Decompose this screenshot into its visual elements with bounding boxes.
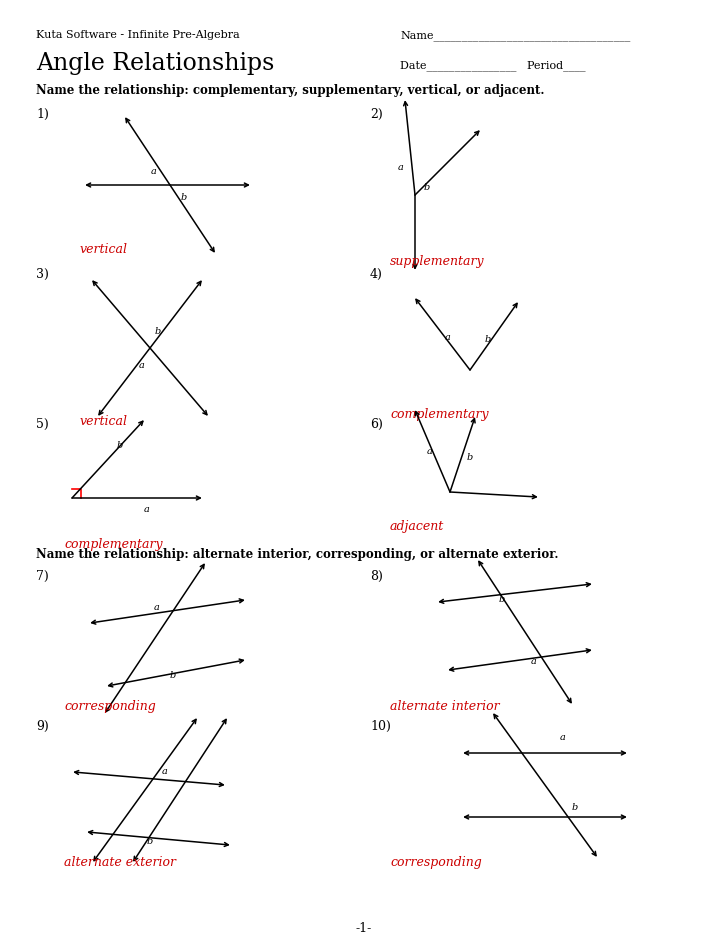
Text: Name the relationship: alternate interior, corresponding, or alternate exterior.: Name the relationship: alternate interio… [36, 548, 558, 561]
Text: b: b [155, 328, 161, 336]
Text: b: b [499, 595, 505, 605]
Text: 5): 5) [36, 418, 49, 431]
Text: a: a [427, 447, 433, 457]
Text: vertical: vertical [80, 243, 128, 256]
Text: 1): 1) [36, 108, 49, 121]
Text: Name the relationship: complementary, supplementary, vertical, or adjacent.: Name the relationship: complementary, su… [36, 84, 545, 97]
Text: 10): 10) [370, 720, 391, 733]
Text: a: a [154, 604, 160, 612]
Text: b: b [181, 192, 187, 202]
Text: a: a [445, 333, 451, 343]
Text: a: a [531, 658, 537, 667]
Text: 7): 7) [36, 570, 49, 583]
Text: Angle Relationships: Angle Relationships [36, 52, 274, 75]
Text: a: a [398, 163, 404, 171]
Text: b: b [572, 803, 578, 811]
Text: -1-: -1- [356, 922, 372, 935]
Text: alternate interior: alternate interior [390, 700, 499, 713]
Text: corresponding: corresponding [390, 856, 482, 869]
Text: b: b [424, 183, 430, 191]
Text: a: a [162, 768, 168, 776]
Text: Name___________________________________: Name___________________________________ [400, 30, 630, 41]
Text: 6): 6) [370, 418, 383, 431]
Text: b: b [485, 335, 491, 345]
Text: 9): 9) [36, 720, 49, 733]
Text: a: a [144, 506, 150, 514]
Text: b: b [147, 837, 153, 847]
Text: b: b [170, 672, 176, 680]
Text: a: a [560, 733, 566, 741]
Text: vertical: vertical [80, 415, 128, 428]
Text: a: a [139, 362, 145, 370]
Text: 4): 4) [370, 268, 383, 281]
Text: complementary: complementary [64, 538, 162, 551]
Text: complementary: complementary [390, 408, 488, 421]
Text: Kuta Software - Infinite Pre-Algebra: Kuta Software - Infinite Pre-Algebra [36, 30, 240, 40]
Text: a: a [151, 167, 157, 175]
Text: 2): 2) [370, 108, 383, 121]
Text: b: b [117, 442, 123, 450]
Text: corresponding: corresponding [64, 700, 156, 713]
Text: supplementary: supplementary [390, 255, 485, 268]
Text: 8): 8) [370, 570, 383, 583]
Text: Date________________   Period____: Date________________ Period____ [400, 60, 585, 71]
Text: b: b [467, 452, 473, 462]
Text: 3): 3) [36, 268, 49, 281]
Text: alternate exterior: alternate exterior [64, 856, 176, 869]
Text: adjacent: adjacent [390, 520, 444, 533]
